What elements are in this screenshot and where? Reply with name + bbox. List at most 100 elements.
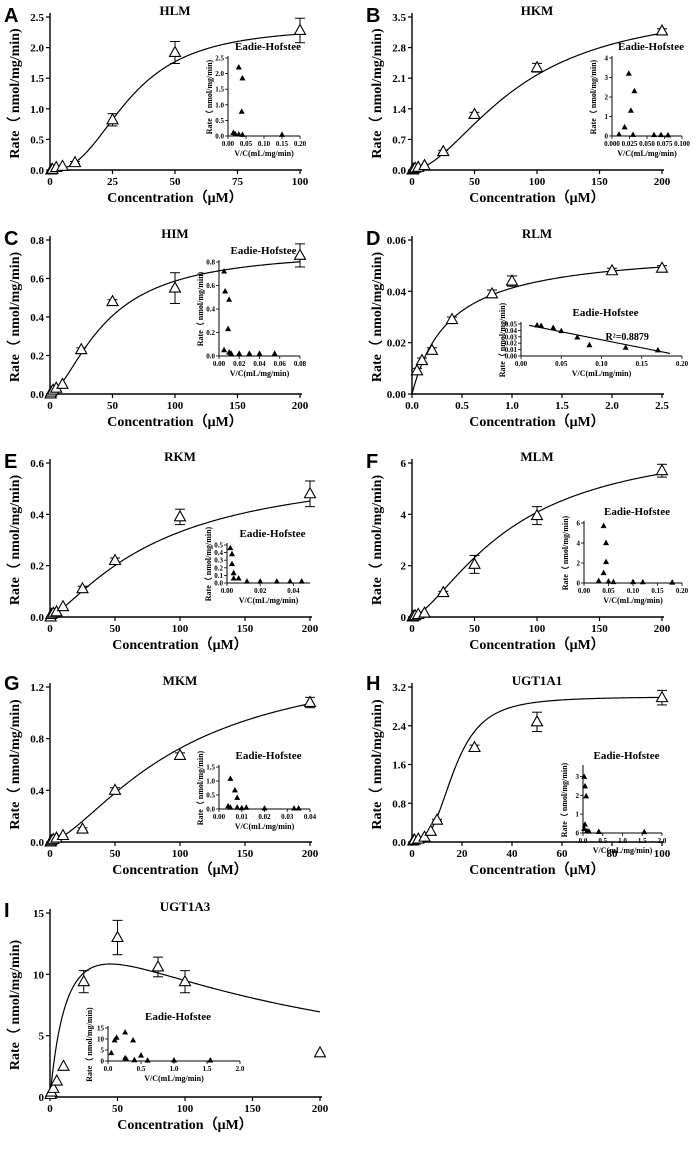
panel-d-inset-point	[538, 322, 545, 329]
panel-i-x-tick-label: 200	[312, 1103, 329, 1115]
panel-h-title: UGT1A1	[512, 673, 563, 688]
panel-a-data-point	[56, 159, 69, 171]
panel-c-inset-x-tick-label: 0.02	[233, 360, 246, 368]
panel-f-inset-point	[610, 578, 617, 585]
panel-i-data-point	[77, 974, 91, 987]
panel-e-inset-point	[230, 575, 237, 581]
panel-g-inset-y-tick-label: 1.0	[206, 778, 215, 786]
panel-i-inset-y-tick-label: 0	[101, 1058, 105, 1066]
panel-d-x-tick-label: 2.0	[605, 400, 619, 412]
panel-c-x-tick-label: 200	[292, 400, 309, 412]
panel-i-data-point	[111, 930, 124, 943]
panel-a-x-tick-label: 50	[170, 176, 182, 188]
panel-d-data-point	[445, 312, 459, 325]
panel-c-inset-point	[246, 350, 253, 356]
panel-g-inset-y-tick-label: 0.0	[206, 806, 215, 814]
panel-d-inset-x-tick-label: 0.15	[636, 360, 649, 368]
panel-f-inset-point	[629, 578, 637, 585]
panel-a-inset-title: Eadie-Hofstee	[235, 41, 301, 53]
panel-c-x-tick-label: 100	[167, 400, 184, 412]
panel-h-inset-x-tick-label: 2.0	[658, 837, 667, 845]
panel-i-y-label: Rate（ nmol/mg/min)	[7, 940, 23, 1071]
panel-g-data-point	[108, 783, 122, 795]
panel-b-inset-y-tick-label: 3	[605, 74, 609, 82]
panel-g-inset-point	[291, 805, 298, 811]
panel-d-x-tick-label: 2.5	[655, 400, 669, 412]
panel-d-inset-title: Eadie-Hofstee	[573, 307, 639, 319]
panel-g-inset-y-label: Rate（ nmol/mg/min)	[195, 750, 205, 825]
panel-d-inset-r2: R²=0.8879	[606, 332, 649, 343]
panel-h-inset-y-tick-label: 3	[576, 773, 580, 781]
panel-d-y-tick-label: 0.02	[387, 338, 407, 350]
panel-c-inset-point	[226, 296, 233, 302]
panel-i-x-label: Concentration（μM）	[117, 1117, 252, 1133]
panel-b-y-tick-label: 2.8	[392, 43, 406, 55]
panel-a-inset-y-label: Rate（ nmol/mg/min)	[204, 59, 214, 134]
panel-c-inset-point	[236, 350, 243, 356]
panel-f-x-label: Concentration（μM）	[469, 637, 604, 653]
panel-d-y-tick-label: 0.06	[387, 235, 407, 247]
panel-c-inset-x-tick-label: 0.00	[213, 360, 226, 368]
panel-h-x-tick-label: 40	[507, 848, 519, 860]
panel-i-x-tick-label: 0	[47, 1103, 53, 1115]
panel-b-data-point	[468, 107, 481, 119]
panel-c-inset-title: Eadie-Hofstee	[231, 245, 297, 257]
panel-d-letter: D	[366, 228, 380, 250]
panel-h-x-label: Concentration（μM）	[469, 862, 604, 878]
panel-d-x-tick-label: 1.5	[555, 400, 569, 412]
panel-c-inset-x-tick-label: 0.04	[253, 360, 266, 368]
panel-h-data-point	[530, 714, 544, 727]
panel-d-inset-x-tick-label: 0.20	[676, 360, 689, 368]
panel-f-inset-title: Eadie-Hofstee	[604, 506, 670, 518]
panel-i-inset-point	[207, 1057, 214, 1063]
panel-e-letter: E	[4, 451, 17, 473]
panel-i-title: UGT1A3	[160, 899, 211, 914]
panel-c-inset-y-tick-label: 0.8	[206, 259, 215, 267]
panel-i-data-point	[178, 974, 192, 987]
panel-f-x-tick-label: 200	[654, 623, 671, 635]
panel-a-data-point	[106, 112, 119, 125]
panel-e-inset-y-tick-label: 0.3	[214, 557, 223, 565]
panel-f-inset-point	[669, 579, 676, 585]
panel-g-inset-point	[234, 804, 241, 810]
panel-i-letter: I	[4, 900, 10, 922]
panel-i-inset-point	[144, 1057, 151, 1063]
panel-i-data-point	[151, 959, 165, 972]
panel-g-y-label: Rate（ nmol/mg/min)	[7, 699, 23, 830]
panel-h-inset-point	[595, 828, 602, 834]
panel-h-inset-point	[585, 828, 592, 834]
panel-a-y-tick-label: 1.0	[30, 104, 44, 116]
panel-g-x-tick-label: 50	[110, 848, 122, 860]
panel-e-fit-curve	[49, 500, 311, 618]
panel-e-inset-point	[235, 575, 242, 581]
panel-f-data-point	[436, 585, 450, 598]
panel-g-data-point	[303, 695, 317, 708]
panel-b-inset-x-label: V/C(mL/mg/min)	[617, 149, 677, 158]
panel-e-inset-x-tick-label: 0.04	[287, 587, 300, 595]
panel-e-data-point	[173, 509, 187, 522]
panel-c-x-tick-label: 150	[229, 400, 246, 412]
panel-d-inset-x-label: V/C(mL/mg/min)	[572, 369, 632, 378]
panel-f-y-tick-label: 2	[401, 561, 407, 573]
panel-i-data-point	[57, 1059, 70, 1071]
panel-f-inset-x-tick-label: 0.10	[627, 587, 640, 595]
panel-f-inset-x-label: V/C(mL/mg/min)	[603, 596, 663, 605]
panel-i-inset-point	[137, 1052, 145, 1058]
panel-i-y-tick-label: 0	[39, 1092, 45, 1104]
panel-g-x-tick-label: 100	[172, 848, 189, 860]
panel-d-x-tick-label: 0.5	[455, 400, 469, 412]
panel-g-data-point	[76, 822, 89, 834]
panel-d-x-tick-label: 1.0	[505, 400, 519, 412]
panel-d-inset-x-tick-label: 0.10	[595, 360, 608, 368]
panel-h-x-tick-label: 0	[409, 848, 415, 860]
panel-g-inset-x-label: V/C(mL/mg/min)	[235, 822, 295, 831]
panel-c-inset-point	[222, 288, 229, 294]
panel-h-inset-x-tick-label: 0.5	[598, 837, 607, 845]
panel-c-x-label: Concentration（μM）	[107, 414, 242, 430]
panel-f-inset-x-tick-label: 0.00	[578, 587, 591, 595]
panel-i-y-tick-label: 15	[33, 908, 45, 920]
panel-f-inset-point	[603, 558, 610, 565]
panel-e-inset-y-tick-label: 0.2	[214, 564, 223, 572]
panel-c-y-tick-label: 0.6	[30, 274, 44, 286]
